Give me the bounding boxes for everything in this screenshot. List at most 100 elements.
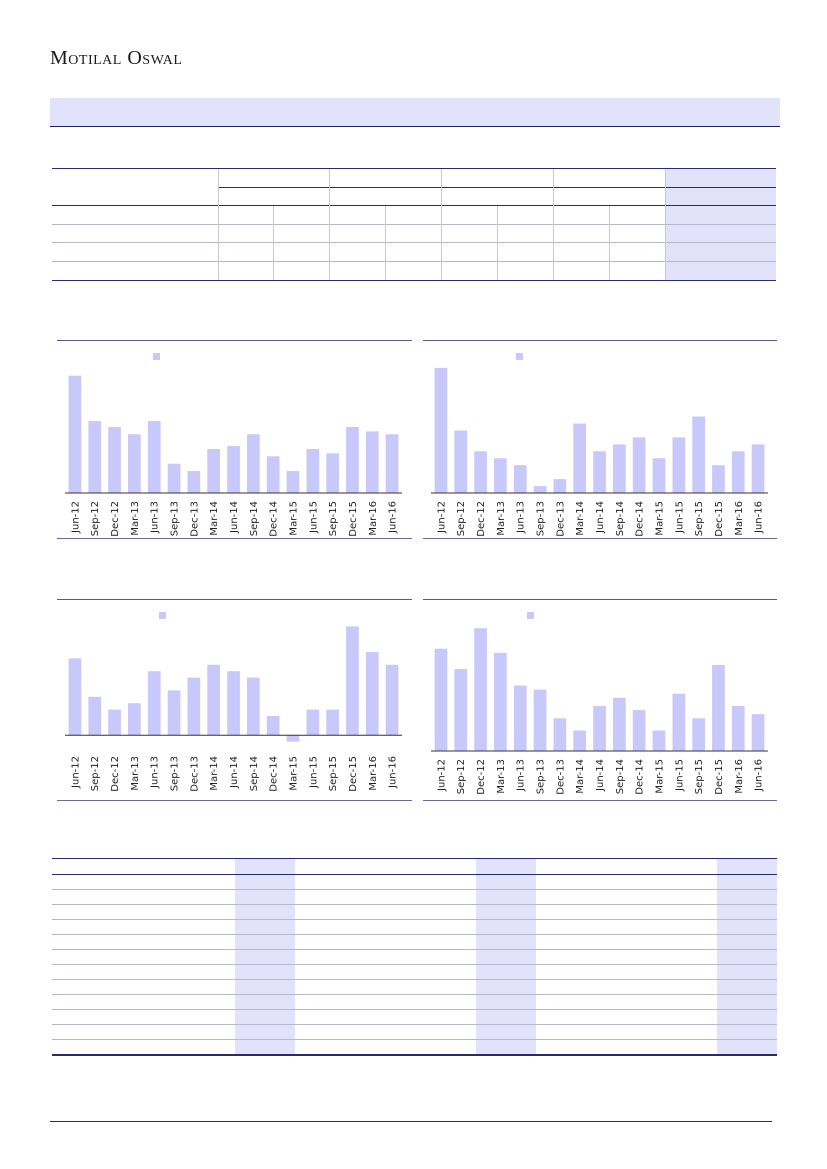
legend-swatch <box>516 353 523 360</box>
bar-Mar-15 <box>652 458 666 493</box>
x-tick-label: Mar-14 <box>575 759 586 794</box>
bar-Jun-15 <box>306 449 320 493</box>
bar-Jun-14 <box>593 451 606 493</box>
bar-Jun-12 <box>68 658 82 736</box>
bar-Jun-13 <box>513 465 527 493</box>
summary-table-row-rule <box>52 242 776 243</box>
bar-Jun-13 <box>147 671 161 736</box>
detail-table-row-rule <box>52 1039 777 1040</box>
chart-panel-top-rule <box>57 340 412 341</box>
summary-table-group-rule <box>218 187 776 188</box>
detail-table-row-rule <box>52 1009 777 1010</box>
detail-table-row-rule <box>52 919 777 920</box>
bar-Sep-14 <box>613 697 626 751</box>
x-tick-label: Dec-12 <box>110 501 121 537</box>
bar-Jun-12 <box>68 375 82 493</box>
x-tick-label: Jun-13 <box>516 759 527 792</box>
x-tick-label: Mar-16 <box>734 759 745 794</box>
bar-Jun-13 <box>513 685 527 751</box>
x-tick-label: Jun-13 <box>150 501 161 534</box>
x-tick-label: Jun-12 <box>70 501 81 534</box>
chart-panel-bottom-rule <box>423 800 777 801</box>
bar-Mar-16 <box>365 431 379 493</box>
legend-swatch <box>153 353 160 360</box>
summary-table-divider <box>553 169 554 280</box>
x-tick-label: Dec-14 <box>635 501 646 537</box>
bar-Sep-14 <box>247 434 260 493</box>
x-tick-label: Mar-16 <box>368 756 379 791</box>
footer-rule <box>50 1121 772 1122</box>
x-tick-label: Sep-12 <box>90 501 101 536</box>
summary-table-bottom-rule <box>52 280 776 281</box>
x-tick-label: Mar-13 <box>130 501 141 536</box>
summary-table-divider <box>441 169 442 280</box>
x-tick-label: Sep-12 <box>456 501 467 536</box>
detail-table-row-rule <box>52 904 777 905</box>
x-tick-label: Mar-13 <box>496 759 507 794</box>
legend-swatch <box>159 612 166 619</box>
bar-Jun-13 <box>147 421 161 493</box>
detail-table-row-rule <box>52 994 777 995</box>
chart-panel-top-rule <box>423 599 777 600</box>
x-tick-label: Mar-15 <box>654 501 665 536</box>
bar-Sep-15 <box>326 709 339 736</box>
bar-Mar-14 <box>573 730 586 751</box>
detail-table-row-rule <box>52 949 777 950</box>
bar-Mar-13 <box>128 703 141 736</box>
bar-Mar-14 <box>573 423 586 493</box>
bar-Jun-15 <box>306 709 320 736</box>
section-header-banner <box>50 98 780 127</box>
x-tick-label: Jun-12 <box>70 756 81 789</box>
x-tick-label: Jun-16 <box>754 501 765 534</box>
bar-Mar-13 <box>494 652 507 752</box>
legend-swatch <box>527 612 534 619</box>
bar-Dec-13 <box>553 479 567 493</box>
x-tick-label: Dec-15 <box>714 501 725 537</box>
x-tick-label: Jun-12 <box>436 759 447 792</box>
x-tick-label: Jun-16 <box>388 756 399 789</box>
detail-table-row-rule <box>52 889 777 890</box>
x-tick-label: Mar-16 <box>368 501 379 536</box>
bar-Sep-13 <box>533 689 547 751</box>
x-tick-label: Dec-13 <box>555 501 566 537</box>
bar-Mar-16 <box>731 451 745 493</box>
bar-Dec-15 <box>346 427 359 493</box>
x-tick-label: Mar-14 <box>209 501 220 536</box>
x-tick-label: Dec-13 <box>189 501 200 537</box>
bar-Mar-13 <box>494 458 507 493</box>
x-tick-label: Sep-15 <box>694 501 705 536</box>
bar-Jun-14 <box>227 671 240 736</box>
x-tick-label: Jun-12 <box>436 501 447 534</box>
bar-Dec-14 <box>266 456 280 493</box>
x-tick-label: Dec-15 <box>348 501 359 537</box>
bar-Jun-16 <box>385 664 399 736</box>
x-tick-label: Sep-13 <box>170 756 181 791</box>
x-tick-label: Sep-13 <box>170 501 181 536</box>
bar-Sep-15 <box>692 718 705 752</box>
bar-Sep-13 <box>167 463 181 493</box>
bar-Dec-12 <box>474 451 487 493</box>
x-tick-label: Dec-14 <box>269 501 280 537</box>
chart-panel-top-rule <box>57 599 412 600</box>
x-tick-label: Sep-14 <box>615 501 626 536</box>
x-tick-label: Sep-14 <box>249 756 260 791</box>
detail-table-row-rule <box>52 979 777 980</box>
x-tick-label: Jun-14 <box>595 759 606 792</box>
detail-table-row-rule <box>52 964 777 965</box>
bar-Dec-14 <box>632 710 646 751</box>
bar-Dec-12 <box>474 628 487 751</box>
summary-table-header-rule <box>52 205 776 206</box>
bar-Jun-16 <box>751 714 765 751</box>
chart-panel-bottom-rule <box>423 538 777 539</box>
bar-Jun-14 <box>593 706 606 751</box>
bar-Mar-15 <box>286 471 300 493</box>
bar-chart-2: Jun-12 Sep-12 Dec-12 Mar-13 Jun-13 Sep-13 Dec-… <box>431 353 768 537</box>
x-tick-label: Sep-15 <box>328 501 339 536</box>
summary-table-divider <box>665 169 666 280</box>
detail-table-highlight-column <box>476 858 536 1055</box>
bar-Mar-15 <box>286 735 300 742</box>
x-tick-label: Dec-12 <box>476 501 487 537</box>
bar-Jun-16 <box>751 444 765 493</box>
bar-Jun-12 <box>434 367 448 493</box>
x-tick-label: Dec-13 <box>189 756 200 792</box>
